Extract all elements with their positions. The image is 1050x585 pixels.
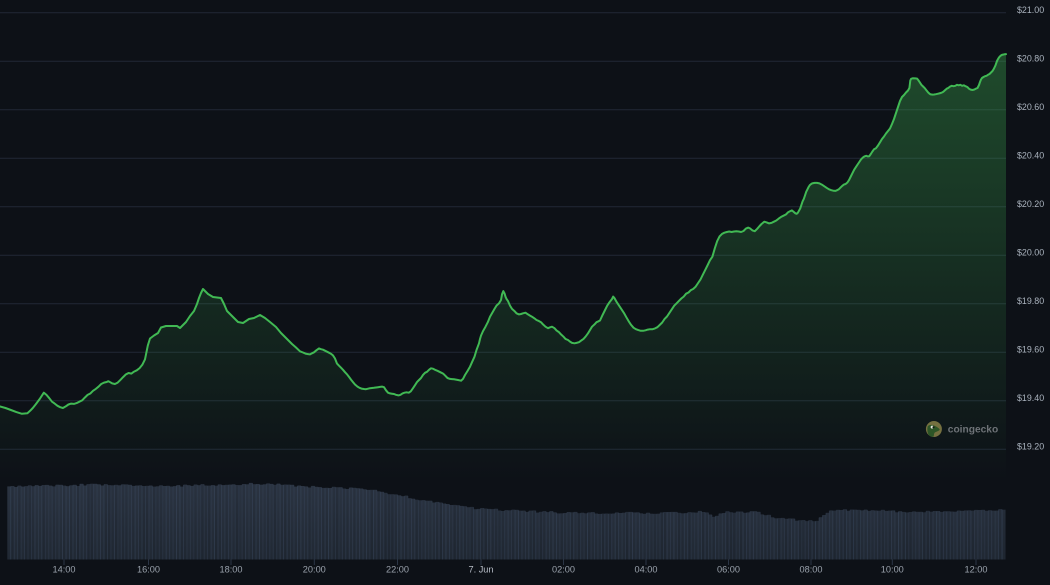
svg-text:$19.60: $19.60 [1017, 345, 1044, 355]
svg-text:$20.80: $20.80 [1017, 54, 1044, 64]
svg-text:18:00: 18:00 [220, 565, 243, 575]
svg-text:$20.40: $20.40 [1017, 151, 1044, 161]
svg-text:22:00: 22:00 [386, 565, 409, 575]
svg-text:7. Jun: 7. Jun [468, 565, 493, 575]
svg-text:$19.80: $19.80 [1017, 296, 1044, 306]
svg-text:$19.20: $19.20 [1017, 442, 1044, 452]
svg-text:16:00: 16:00 [137, 565, 160, 575]
svg-text:$19.40: $19.40 [1017, 393, 1044, 403]
svg-text:06:00: 06:00 [717, 565, 740, 575]
svg-text:08:00: 08:00 [800, 565, 823, 575]
svg-text:04:00: 04:00 [635, 565, 658, 575]
svg-text:10:00: 10:00 [881, 565, 904, 575]
svg-text:$21.00: $21.00 [1017, 5, 1044, 15]
svg-text:14:00: 14:00 [53, 565, 76, 575]
svg-text:$20.60: $20.60 [1017, 102, 1044, 112]
svg-text:12:00: 12:00 [965, 565, 988, 575]
svg-text:$20.20: $20.20 [1017, 199, 1044, 209]
svg-text:20:00: 20:00 [303, 565, 326, 575]
svg-text:coingecko: coingecko [948, 425, 998, 436]
svg-text:02:00: 02:00 [552, 565, 575, 575]
svg-text:$20.00: $20.00 [1017, 248, 1044, 258]
